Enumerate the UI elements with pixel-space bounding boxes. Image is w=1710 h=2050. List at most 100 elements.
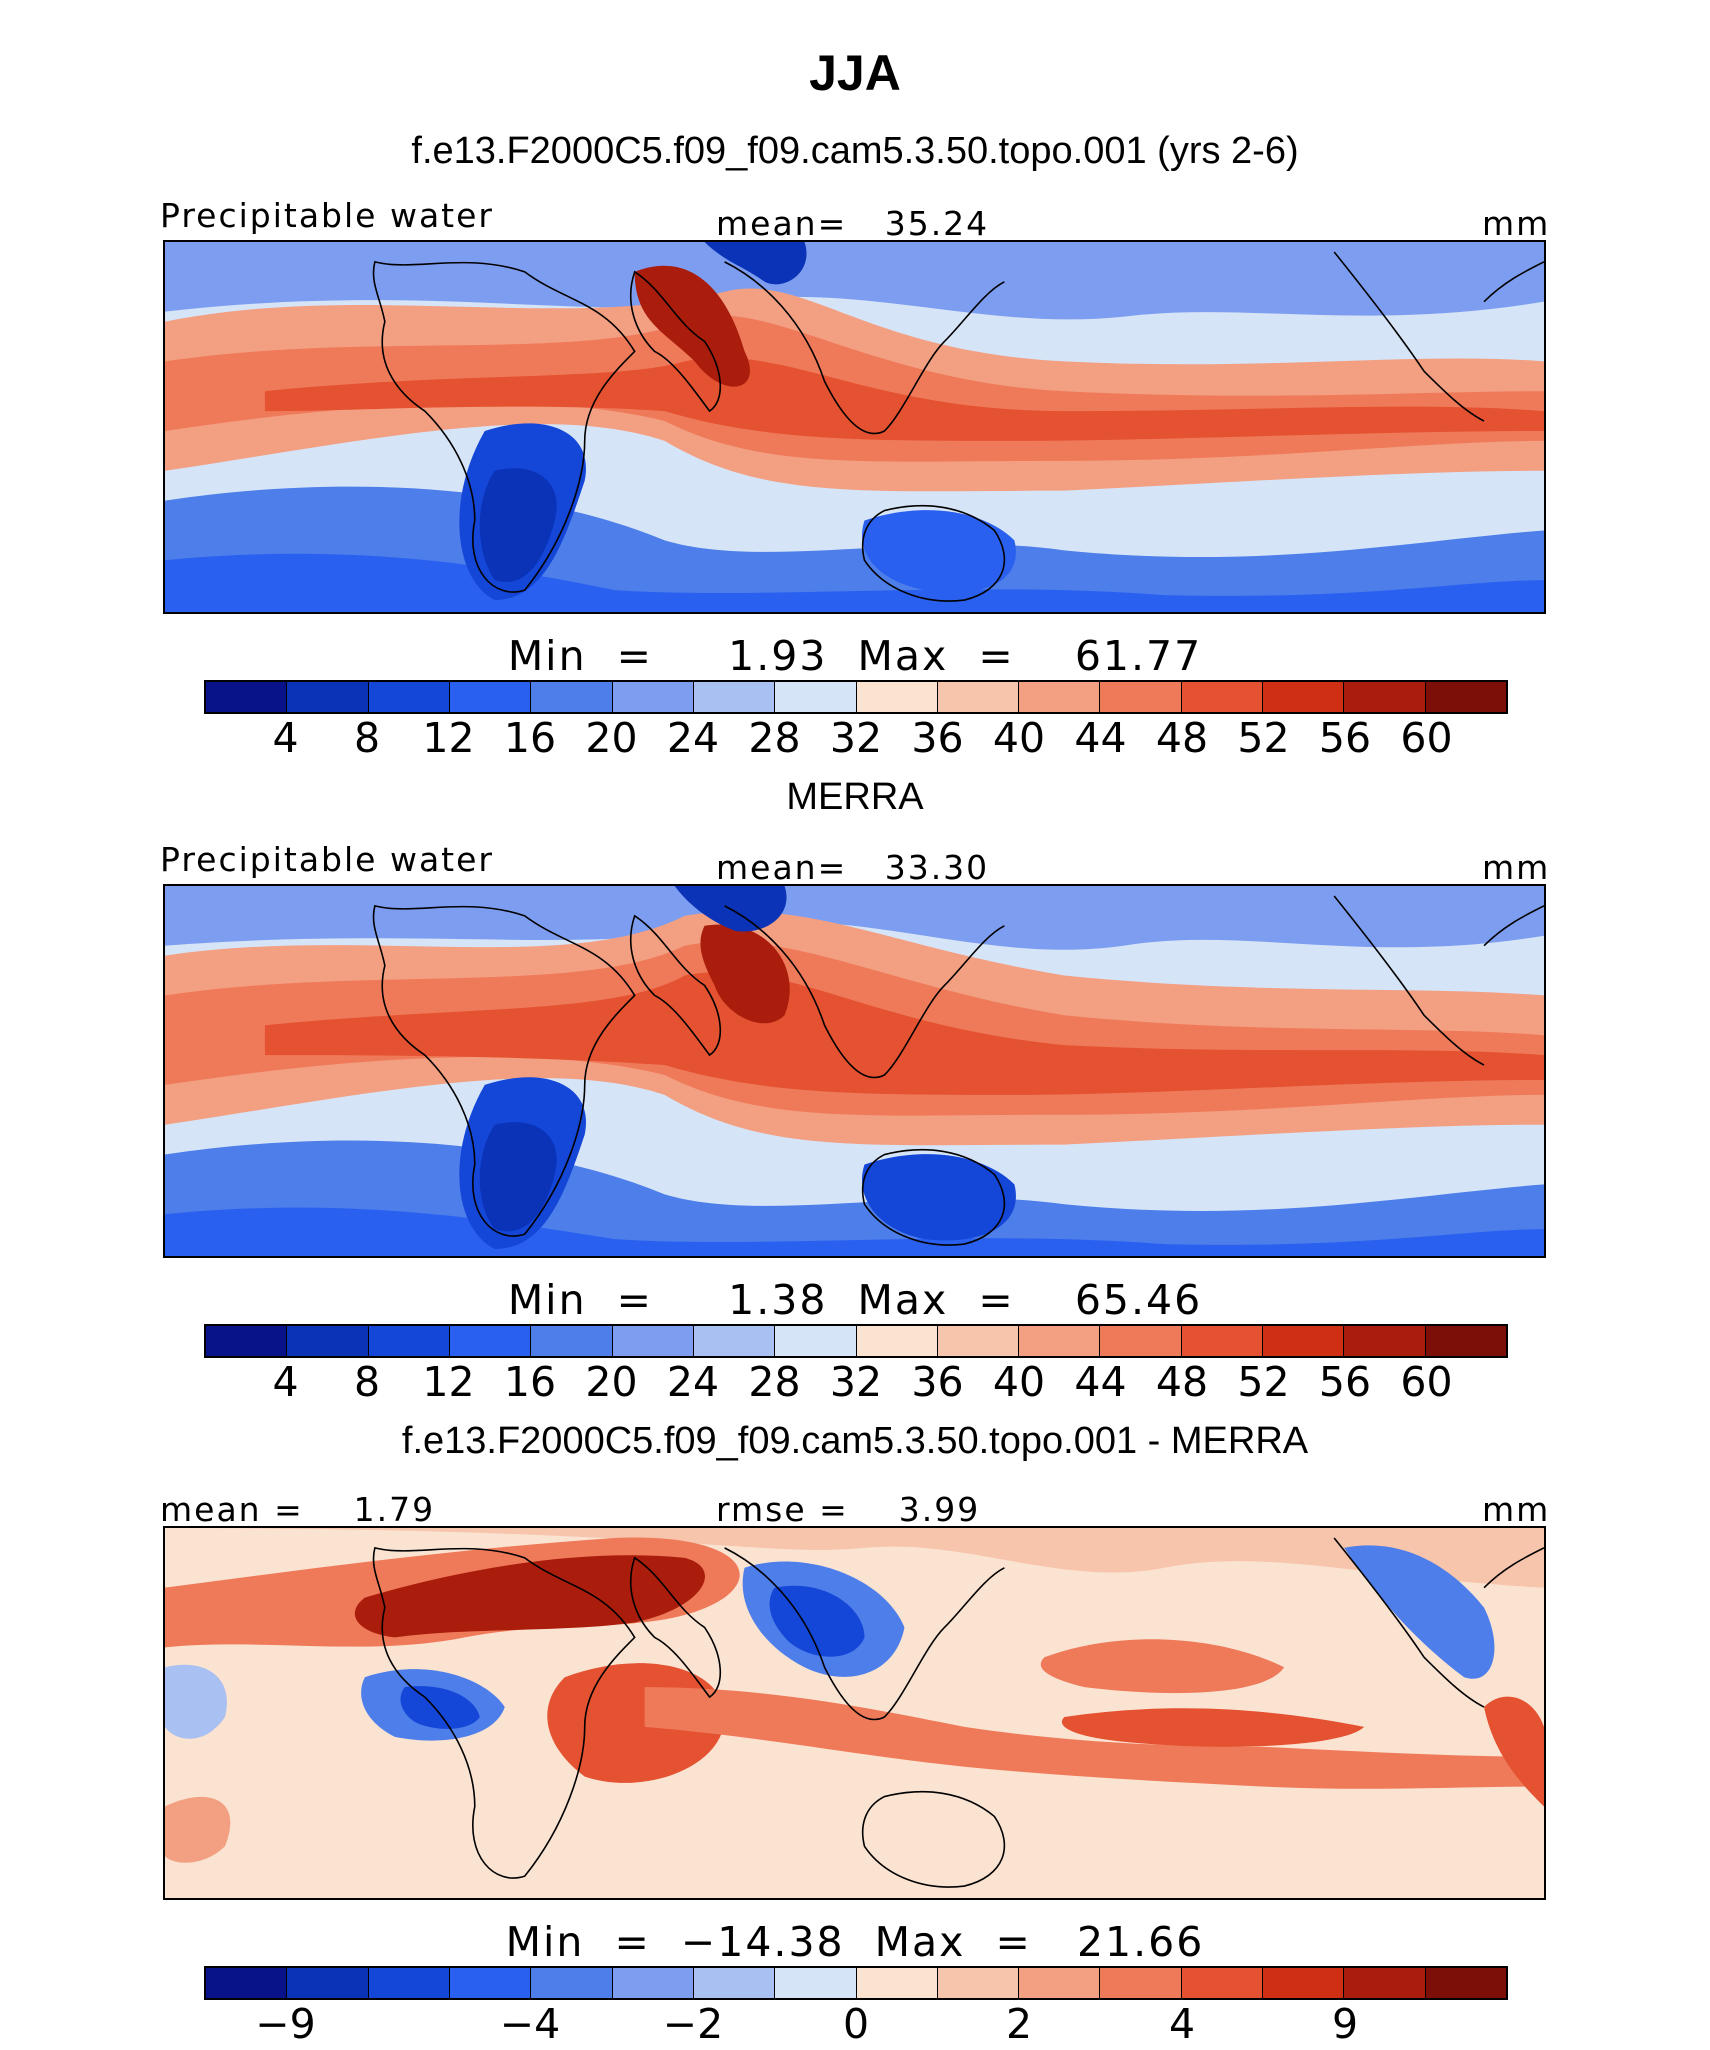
colorbar-box — [1344, 682, 1426, 712]
panel-2-title: MERRA — [786, 776, 924, 818]
colorbar-box — [775, 1326, 857, 1356]
colorbar-box — [1344, 1968, 1426, 1998]
panel-2-colorbar-ticks: 4 8 12 16 20 24 28 32 36 40 44 48 52 56 60 — [204, 1358, 1508, 1408]
colorbar-box — [937, 1968, 1020, 1998]
colorbar-tick-label: 4 — [272, 714, 299, 762]
colorbar-box — [1100, 682, 1182, 712]
panel-1-variable-label: Precipitable water — [160, 196, 494, 235]
panel-3-mean-label: mean = 1.79 — [160, 1490, 436, 1529]
panel-1-field — [165, 242, 1544, 612]
colorbar-box — [775, 1968, 857, 1998]
colorbar-tick-label: −9 — [255, 2000, 316, 2048]
colorbar-box — [1019, 1968, 1101, 1998]
colorbar-box — [693, 1326, 776, 1356]
panel-1-mean-label: mean= 35.24 — [716, 204, 990, 243]
panel-3-minmax: Min = −14.38 Max = 21.66 — [505, 1918, 1205, 1966]
panel-3-colorbar-ticks: −9 −4 −2 0 2 4 9 — [204, 2000, 1508, 2050]
panel-2-mean-label: mean= 33.30 — [716, 848, 990, 887]
panel-1-map — [163, 240, 1546, 614]
panel-1-colorbar — [204, 680, 1508, 714]
panel-2-map — [163, 884, 1546, 1258]
colorbar-tick-label: 8 — [353, 1358, 381, 1406]
colorbar-tick-label: 40 — [992, 714, 1046, 762]
colorbar-tick-label: 16 — [503, 714, 557, 762]
panel-1-title: f.e13.F2000C5.f09_f09.cam5.3.50.topo.001… — [411, 130, 1299, 172]
colorbar-tick-label: 52 — [1237, 1358, 1290, 1406]
colorbar-box — [287, 682, 369, 712]
colorbar-box — [531, 682, 613, 712]
colorbar-box — [449, 682, 532, 712]
colorbar-box — [449, 1968, 532, 1998]
colorbar-box — [693, 682, 776, 712]
colorbar-box — [206, 1326, 288, 1356]
colorbar-tick-label: 28 — [748, 1358, 801, 1406]
colorbar-box — [612, 682, 694, 712]
colorbar-tick-label: 44 — [1074, 714, 1127, 762]
colorbar-box — [1019, 1326, 1101, 1356]
colorbar-box — [206, 682, 288, 712]
colorbar-tick-label: 48 — [1155, 1358, 1209, 1406]
colorbar-box — [937, 682, 1020, 712]
colorbar-box — [612, 1968, 694, 1998]
panel-2-variable-label: Precipitable water — [160, 840, 494, 879]
panel-2-minmax: Min = 1.38 Max = 65.46 — [507, 1276, 1203, 1324]
colorbar-box — [287, 1326, 369, 1356]
colorbar-tick-label: 8 — [353, 714, 381, 762]
panel-3-title: f.e13.F2000C5.f09_f09.cam5.3.50.topo.001… — [401, 1420, 1309, 1462]
colorbar-box — [531, 1968, 613, 1998]
colorbar-box — [856, 1968, 938, 1998]
colorbar-box — [1425, 1968, 1506, 1998]
colorbar-tick-label: 4 — [1168, 2000, 1196, 2048]
colorbar-tick-label: 24 — [666, 1358, 720, 1406]
colorbar-tick-label: 9 — [1331, 2000, 1359, 2048]
panel-2-units-label: mm — [1482, 848, 1551, 887]
colorbar-box — [1263, 1326, 1345, 1356]
colorbar-tick-label: 20 — [585, 1358, 638, 1406]
colorbar-box — [1425, 682, 1506, 712]
colorbar-tick-label: 32 — [829, 1358, 883, 1406]
colorbar-box — [1425, 1326, 1506, 1356]
colorbar-tick-label: 16 — [503, 1358, 557, 1406]
colorbar-tick-label: 52 — [1237, 714, 1290, 762]
colorbar-tick-label: 56 — [1318, 1358, 1372, 1406]
colorbar-box — [449, 1326, 532, 1356]
colorbar-box — [368, 1326, 450, 1356]
colorbar-box — [856, 1326, 938, 1356]
colorbar-tick-label: 48 — [1155, 714, 1209, 762]
colorbar-tick-label: 60 — [1400, 1358, 1453, 1406]
panel-2-colorbar — [204, 1324, 1508, 1358]
colorbar-box — [206, 1968, 288, 1998]
colorbar-tick-label: 28 — [748, 714, 801, 762]
colorbar-box — [937, 1326, 1020, 1356]
colorbar-box — [1100, 1326, 1182, 1356]
colorbar-box — [612, 1326, 694, 1356]
colorbar-tick-label: 40 — [992, 1358, 1046, 1406]
colorbar-box — [1100, 1968, 1182, 1998]
colorbar-tick-label: −4 — [499, 2000, 561, 2048]
colorbar-tick-label: 60 — [1400, 714, 1453, 762]
colorbar-tick-label: 4 — [272, 1358, 299, 1406]
colorbar-box — [1263, 682, 1345, 712]
panel-1-units-label: mm — [1482, 204, 1551, 243]
figure-title: JJA — [809, 45, 901, 101]
colorbar-box — [775, 682, 857, 712]
colorbar-tick-label: 44 — [1074, 1358, 1127, 1406]
colorbar-box — [531, 1326, 613, 1356]
panel-3-units-label: mm — [1482, 1490, 1551, 1529]
colorbar-box — [1181, 1326, 1264, 1356]
colorbar-tick-label: 36 — [911, 714, 964, 762]
colorbar-tick-label: 2 — [1005, 2000, 1033, 2048]
panel-3-colorbar — [204, 1966, 1508, 2000]
colorbar-tick-label: −2 — [662, 2000, 724, 2048]
colorbar-tick-label: 24 — [666, 714, 720, 762]
panel-1-colorbar-ticks: 4 8 12 16 20 24 28 32 36 40 44 48 52 56 60 — [204, 714, 1508, 764]
colorbar-tick-label: 12 — [422, 714, 475, 762]
colorbar-box — [287, 1968, 369, 1998]
colorbar-box — [1344, 1326, 1426, 1356]
panel-2-field — [165, 886, 1544, 1256]
colorbar-tick-label: 36 — [911, 1358, 964, 1406]
colorbar-tick-label: 0 — [842, 2000, 870, 2048]
colorbar-tick-label: 32 — [829, 714, 883, 762]
colorbar-tick-label: 56 — [1318, 714, 1372, 762]
colorbar-box — [368, 682, 450, 712]
